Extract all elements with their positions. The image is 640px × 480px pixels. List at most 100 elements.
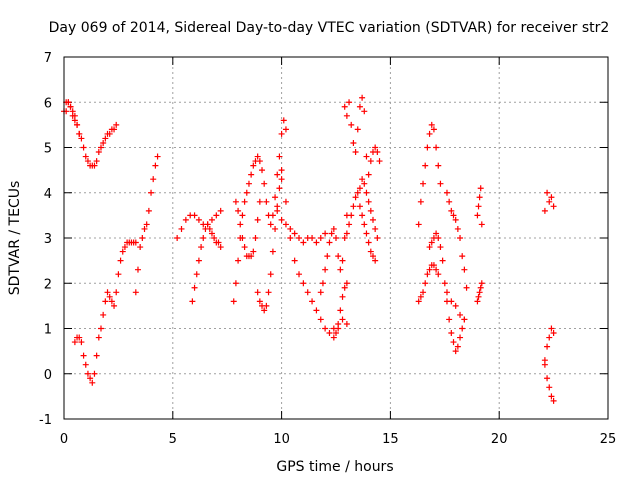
data-point	[435, 271, 442, 278]
series-arc20	[443, 189, 470, 291]
data-point	[78, 339, 85, 346]
data-point	[459, 253, 466, 260]
data-point	[193, 271, 200, 278]
data-point	[365, 171, 372, 178]
data-point	[457, 334, 464, 341]
chart-title: Day 069 of 2014, Sidereal Day-to-day VTE…	[49, 20, 610, 36]
data-point	[217, 244, 224, 251]
data-point	[313, 307, 320, 314]
data-point	[374, 235, 381, 241]
data-point	[367, 248, 374, 255]
data-point	[102, 298, 109, 305]
data-point	[326, 330, 333, 337]
data-point	[178, 225, 185, 232]
data-point	[232, 280, 239, 287]
series-arc12	[317, 212, 350, 296]
data-point	[454, 343, 461, 350]
data-point	[106, 130, 113, 137]
data-point	[478, 221, 485, 228]
data-point	[115, 271, 122, 278]
data-point	[361, 221, 368, 228]
data-point	[546, 198, 553, 205]
data-point	[76, 334, 83, 341]
series-arc25	[541, 325, 557, 364]
data-point	[339, 257, 346, 264]
data-point	[278, 176, 285, 183]
data-point	[291, 230, 298, 237]
data-point	[463, 284, 470, 291]
data-point	[108, 298, 115, 305]
data-point	[476, 289, 483, 296]
data-point	[341, 284, 348, 291]
data-point	[343, 230, 350, 237]
data-point	[346, 99, 353, 106]
data-point	[359, 176, 366, 183]
data-point	[333, 330, 339, 337]
data-point	[263, 198, 270, 205]
x-tick-label: 20	[491, 432, 508, 447]
data-point	[424, 144, 431, 151]
data-point	[544, 189, 551, 196]
data-point	[278, 216, 285, 223]
data-point	[372, 257, 379, 264]
data-point	[150, 176, 157, 183]
data-point	[111, 126, 118, 133]
data-point	[341, 103, 348, 110]
data-point	[317, 289, 324, 296]
data-point	[433, 144, 440, 151]
data-point	[309, 235, 316, 241]
data-point	[69, 108, 76, 115]
data-point	[450, 339, 457, 346]
y-tick-label: 1	[44, 323, 52, 338]
data-point	[474, 298, 481, 305]
data-point	[361, 180, 368, 187]
data-point	[437, 244, 444, 251]
data-point	[426, 244, 433, 251]
data-point	[452, 216, 459, 223]
data-point	[365, 198, 372, 205]
data-point	[337, 266, 344, 273]
data-point	[448, 298, 455, 305]
series-arc10	[274, 207, 329, 246]
data-point	[278, 167, 285, 174]
data-point	[435, 162, 442, 169]
data-point	[84, 158, 91, 165]
data-point	[191, 212, 198, 219]
data-point	[330, 334, 337, 341]
data-point	[352, 149, 359, 156]
data-point	[330, 325, 337, 332]
data-point	[446, 198, 453, 205]
data-point	[256, 198, 263, 205]
data-point	[263, 302, 270, 309]
y-tick-label: 6	[44, 96, 52, 111]
data-point	[189, 298, 196, 305]
data-point	[420, 289, 427, 296]
data-point	[213, 212, 220, 219]
data-point	[100, 139, 107, 146]
data-point	[137, 244, 144, 251]
tick-labels: 0 5 10 15 20 25 -1 0 1 2 3 4 5 6 7	[39, 51, 616, 447]
data-point	[250, 162, 257, 169]
data-point	[102, 135, 109, 142]
data-point	[152, 162, 159, 169]
data-point	[415, 298, 422, 305]
data-point	[359, 212, 366, 219]
data-point	[541, 361, 548, 368]
data-point	[237, 221, 244, 228]
data-point	[291, 257, 298, 264]
data-point	[343, 112, 350, 119]
data-point	[452, 302, 459, 309]
data-point	[333, 235, 339, 241]
data-point	[139, 235, 146, 241]
data-point	[91, 370, 98, 377]
series-arc17	[415, 121, 444, 228]
data-point	[217, 207, 224, 214]
data-point	[319, 280, 326, 287]
data-point	[82, 361, 89, 368]
data-point	[256, 298, 263, 305]
data-point	[430, 126, 437, 133]
series-arc19	[426, 230, 468, 355]
data-point	[134, 266, 141, 273]
data-point	[113, 121, 120, 128]
x-tick-label: 5	[169, 432, 177, 447]
